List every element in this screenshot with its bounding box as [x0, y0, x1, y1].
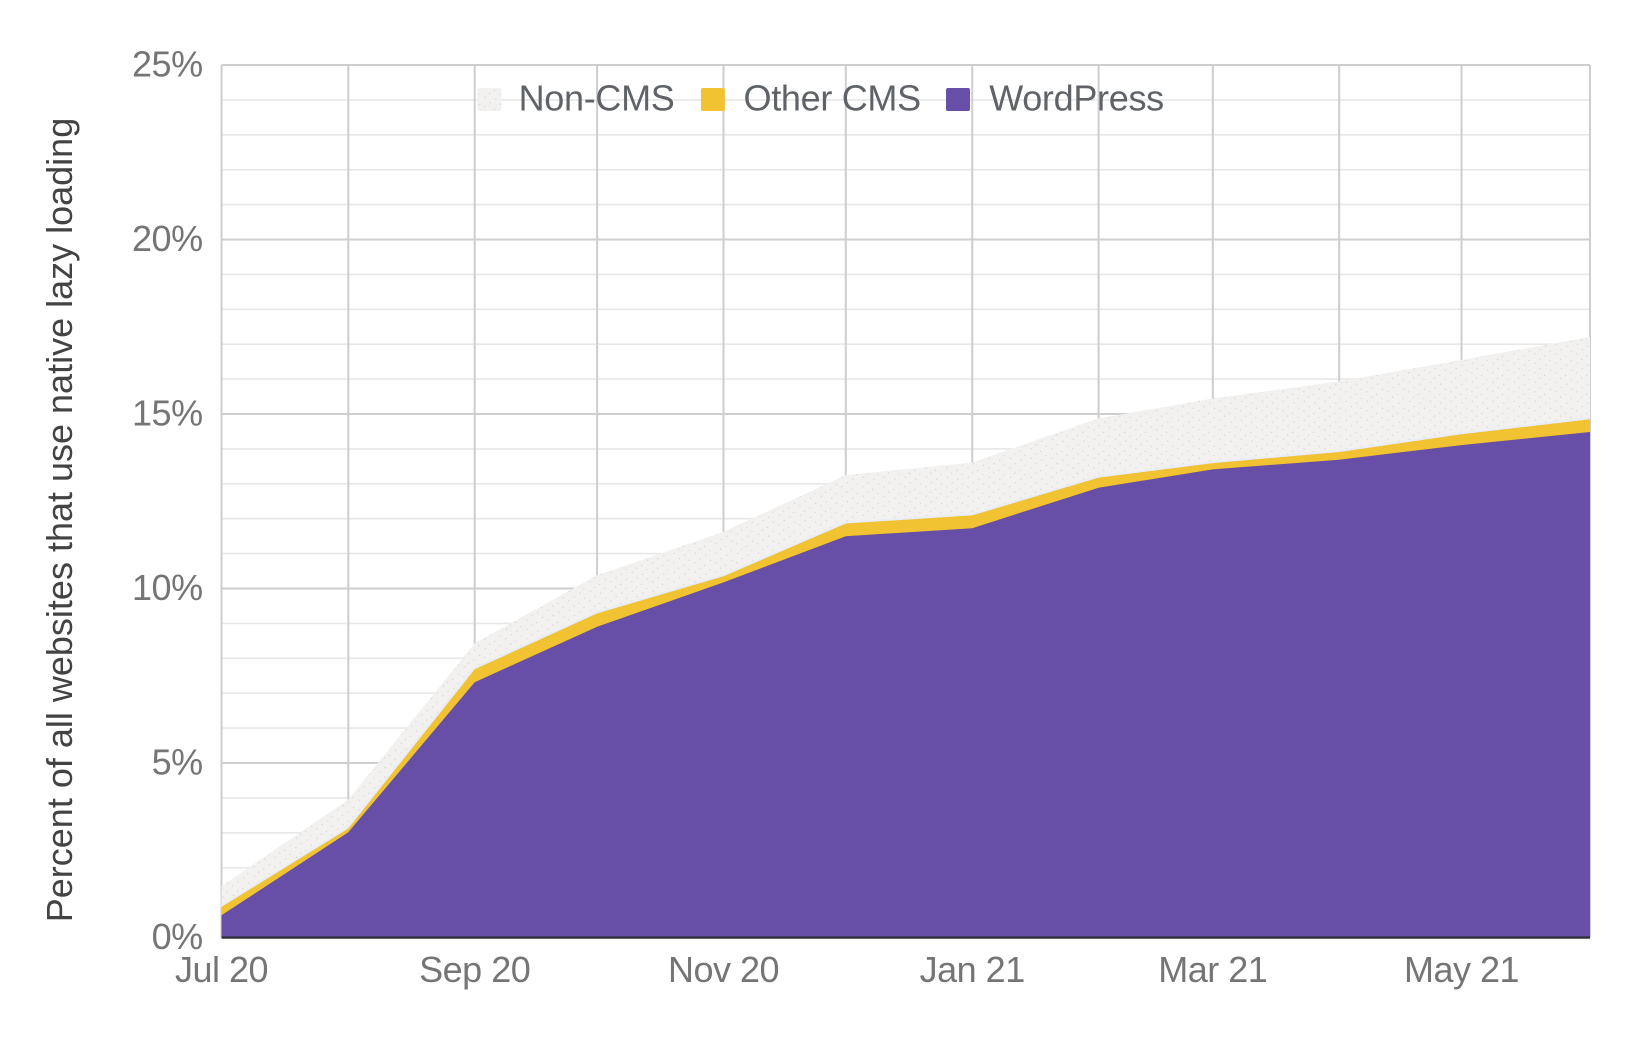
- svg-text:Percent of all websites that u: Percent of all websites that use native …: [39, 118, 80, 922]
- svg-text:Nov 20: Nov 20: [668, 949, 779, 990]
- svg-text:25%: 25%: [132, 44, 203, 85]
- svg-text:Other CMS: Other CMS: [744, 78, 921, 119]
- svg-text:5%: 5%: [152, 742, 203, 783]
- svg-text:WordPress: WordPress: [989, 78, 1164, 119]
- svg-text:20%: 20%: [132, 218, 203, 259]
- svg-text:Mar 21: Mar 21: [1158, 949, 1267, 990]
- svg-text:May 21: May 21: [1404, 949, 1519, 990]
- svg-text:Jan 21: Jan 21: [920, 949, 1025, 990]
- svg-text:15%: 15%: [132, 393, 203, 434]
- svg-text:0%: 0%: [152, 916, 203, 957]
- svg-text:Sep 20: Sep 20: [419, 949, 530, 990]
- svg-text:Non-CMS: Non-CMS: [519, 78, 675, 119]
- svg-text:10%: 10%: [132, 567, 203, 608]
- svg-text:Jul 20: Jul 20: [175, 949, 268, 990]
